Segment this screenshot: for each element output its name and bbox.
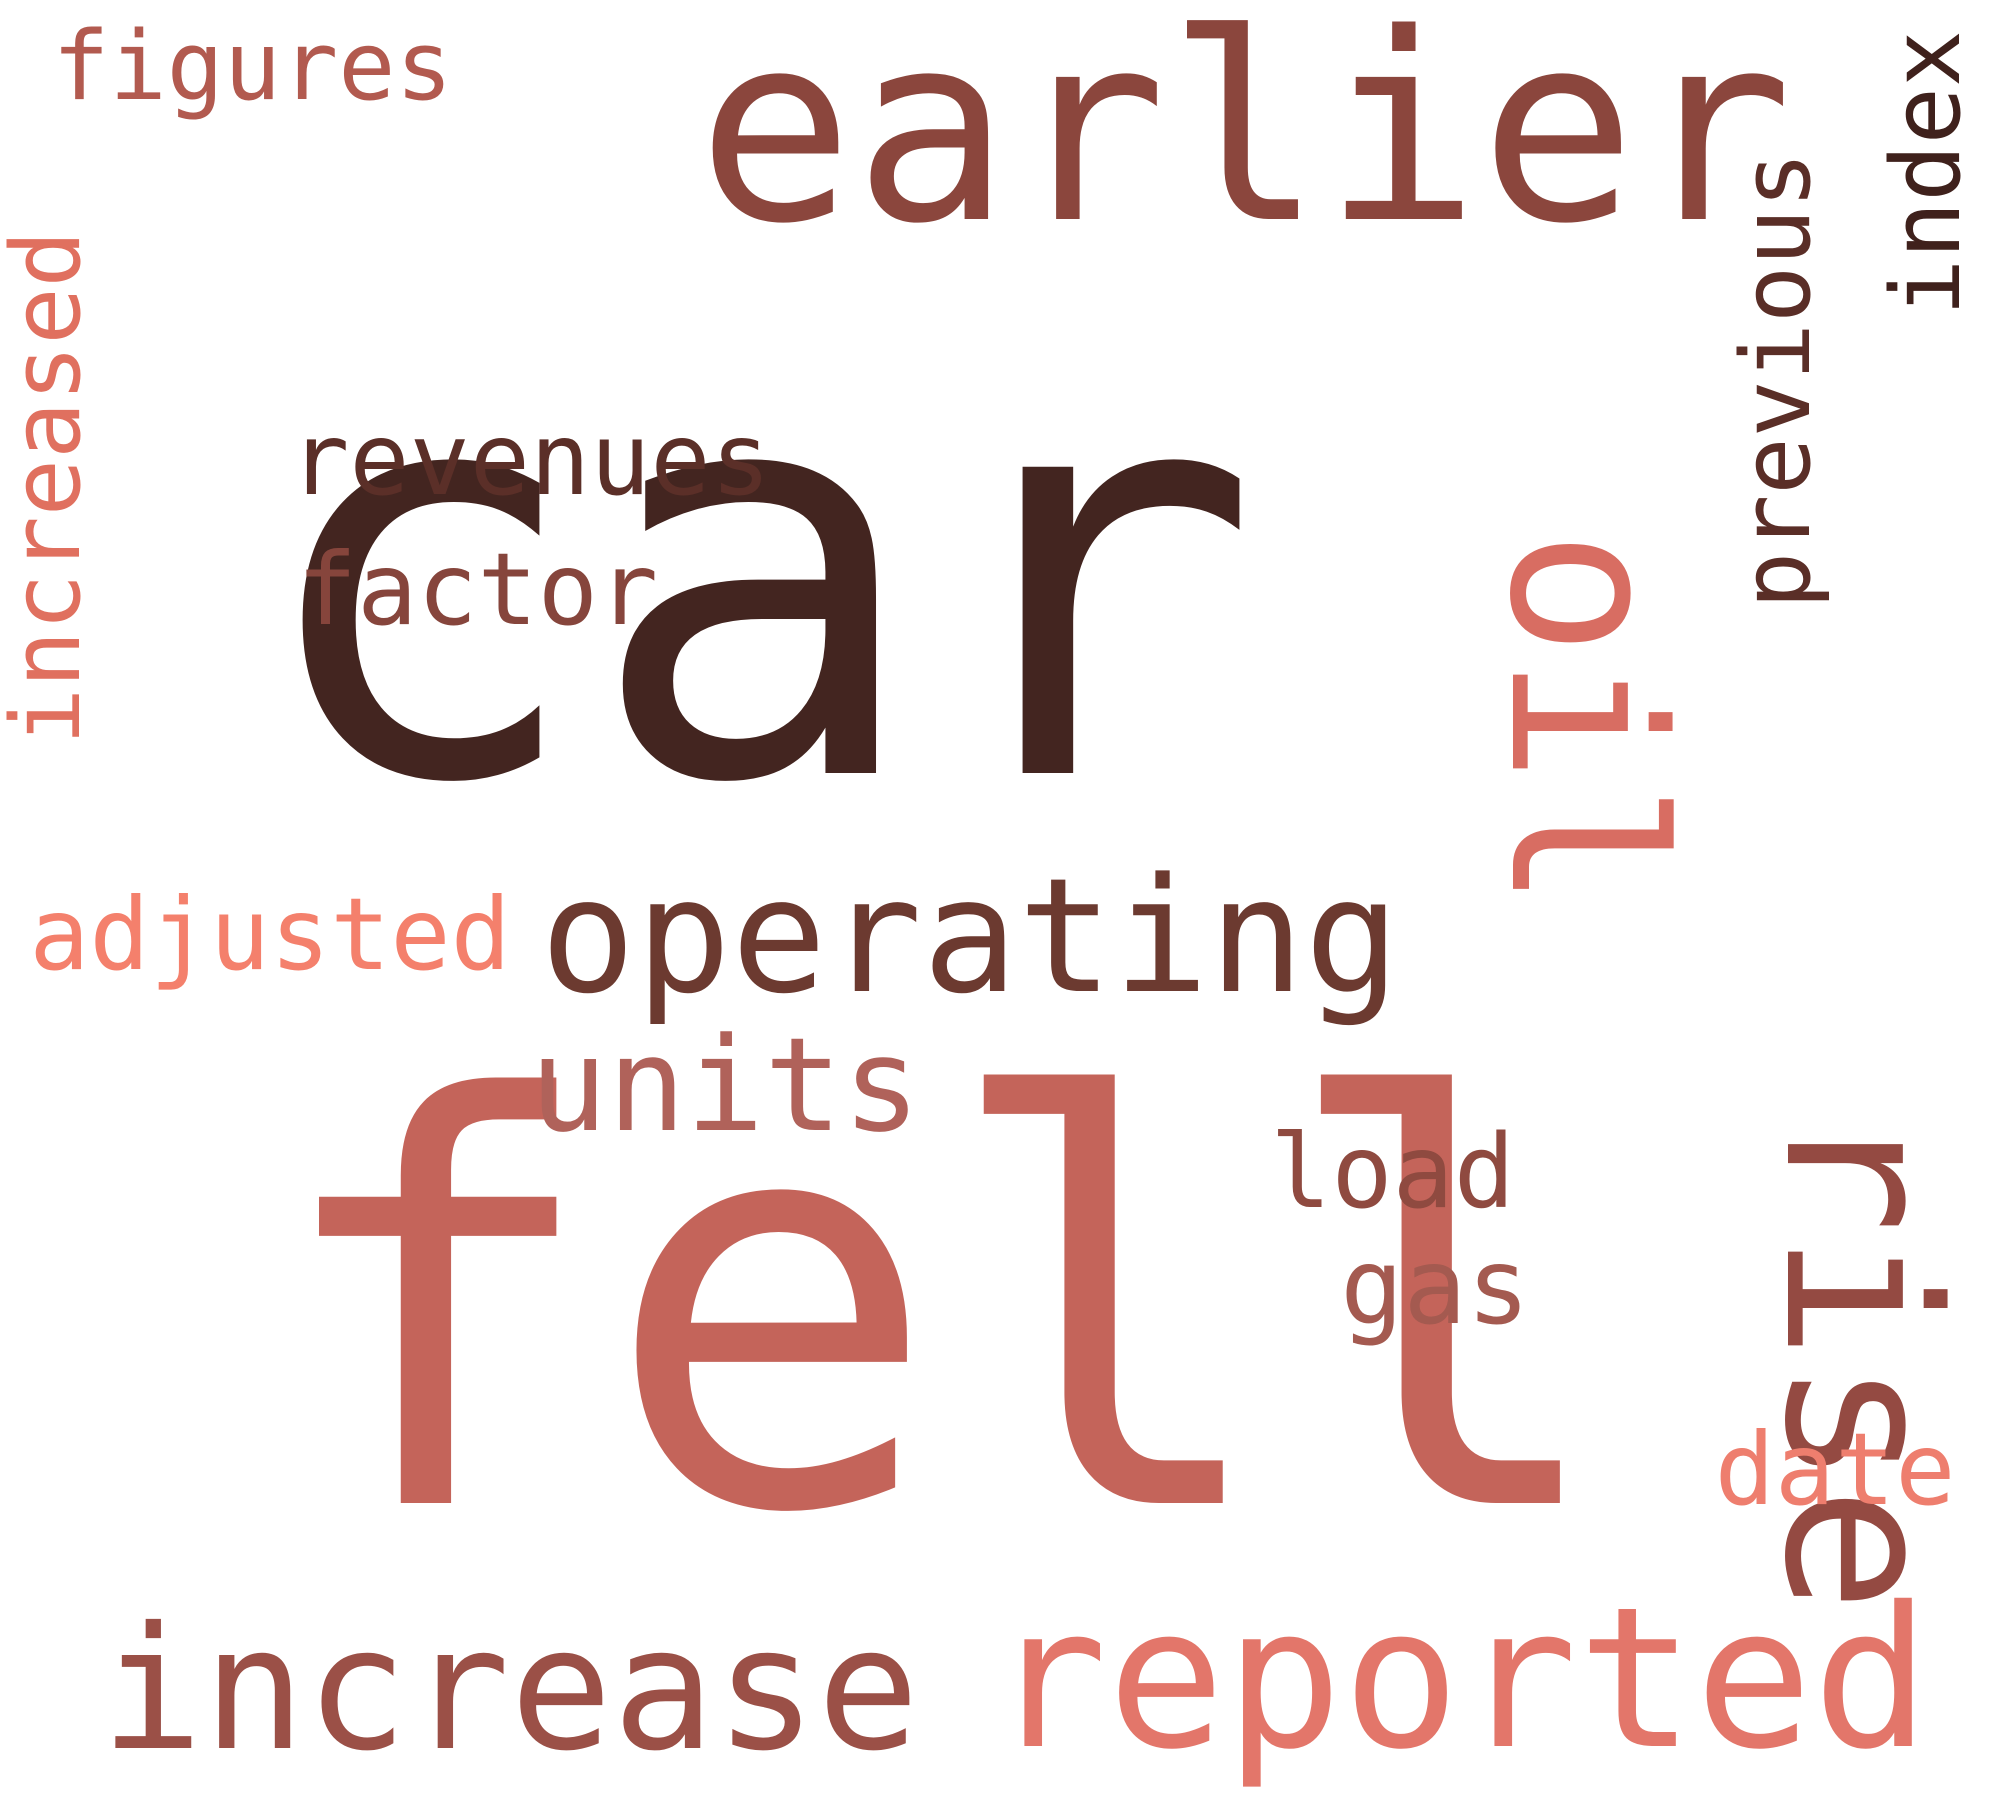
word-car: car — [249, 254, 1261, 906]
word-increase: increase — [100, 1591, 920, 1789]
word-revenues: revenues — [289, 401, 771, 518]
word-units: units — [529, 1009, 921, 1161]
word-earlier: earlier — [697, 0, 1793, 281]
word-index: index — [1872, 29, 1982, 316]
word-adjusted: adjusted — [29, 876, 511, 993]
word-increased: increased — [0, 230, 102, 745]
word-rise: rise — [1738, 1107, 1983, 1613]
word-reported: reported — [989, 1566, 1930, 1794]
word-figures: figures — [52, 12, 453, 122]
word-fell: fell — [265, 984, 1615, 1636]
word-oil: oil — [1463, 530, 1708, 910]
word-load: load — [1270, 1112, 1515, 1231]
word-operating: operating — [540, 845, 1400, 1030]
word-factor: factor — [296, 531, 659, 648]
word-previous: previous — [1722, 151, 1832, 609]
word-gas: gas — [1340, 1226, 1530, 1348]
word-date: date — [1714, 1411, 1956, 1528]
